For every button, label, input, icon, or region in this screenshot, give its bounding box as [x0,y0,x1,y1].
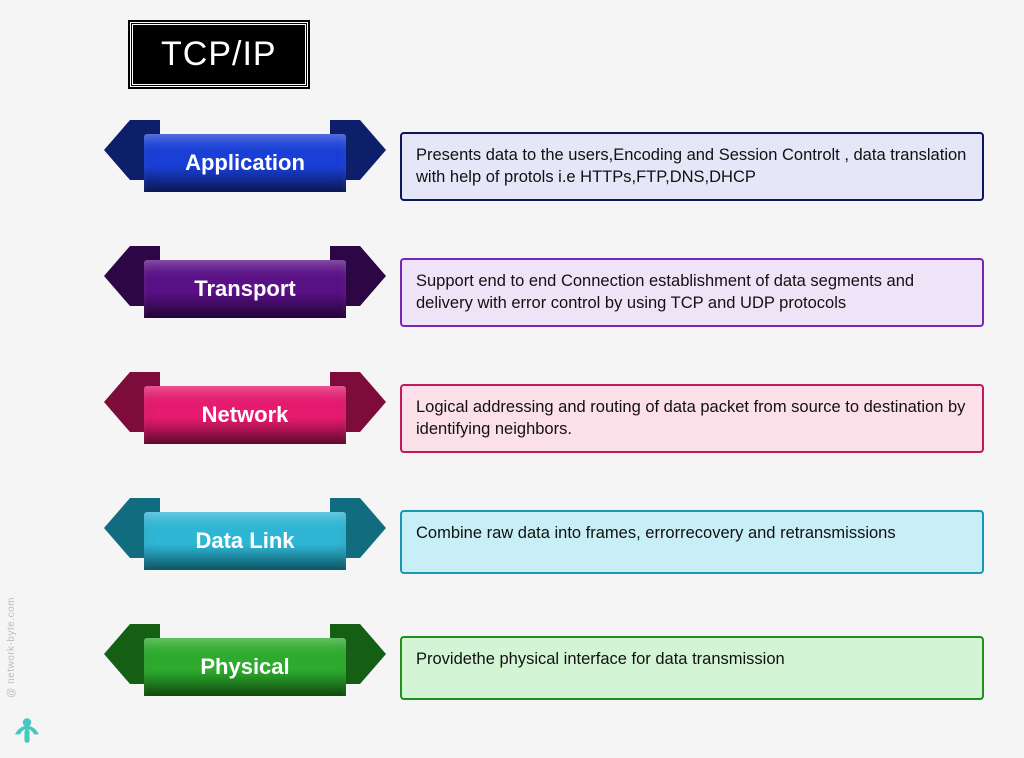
layer-row: Transport Support end to end Connection … [0,246,1024,336]
layer-label: Physical [144,638,346,696]
layer-ribbon: Data Link [130,508,360,578]
ribbon-tip-right-icon [360,498,386,558]
title-badge: TCP/IP [130,22,308,87]
ribbon-tip-left-icon [104,624,130,684]
ribbon-tip-left-icon [104,372,130,432]
layers-container: Application Presents data to the users,E… [0,120,1024,750]
ribbon-tip-right-icon [360,120,386,180]
layer-label: Application [144,134,346,192]
layer-row: Network Logical addressing and routing o… [0,372,1024,462]
ribbon-tip-left-icon [104,498,130,558]
layer-label: Transport [144,260,346,318]
layer-row: Data Link Combine raw data into frames, … [0,498,1024,588]
layer-ribbon: Application [130,130,360,200]
ribbon-tip-right-icon [360,624,386,684]
layer-ribbon: Transport [130,256,360,326]
layer-description: Presents data to the users,Encoding and … [400,132,984,201]
layer-description: Support end to end Connection establishm… [400,258,984,327]
ribbon-tip-left-icon [104,246,130,306]
layer-row: Application Presents data to the users,E… [0,120,1024,210]
layer-row: Physical Providethe physical interface f… [0,624,1024,714]
watermark-text: @ network-byte.com [6,597,17,698]
layer-ribbon: Physical [130,634,360,704]
layer-label: Data Link [144,512,346,570]
layer-label: Network [144,386,346,444]
ribbon-tip-left-icon [104,120,130,180]
ribbon-tip-right-icon [360,246,386,306]
site-logo-icon [10,714,44,748]
layer-description: Combine raw data into frames, errorrecov… [400,510,984,574]
layer-ribbon: Network [130,382,360,452]
layer-description: Logical addressing and routing of data p… [400,384,984,453]
ribbon-tip-right-icon [360,372,386,432]
layer-description: Providethe physical interface for data t… [400,636,984,700]
